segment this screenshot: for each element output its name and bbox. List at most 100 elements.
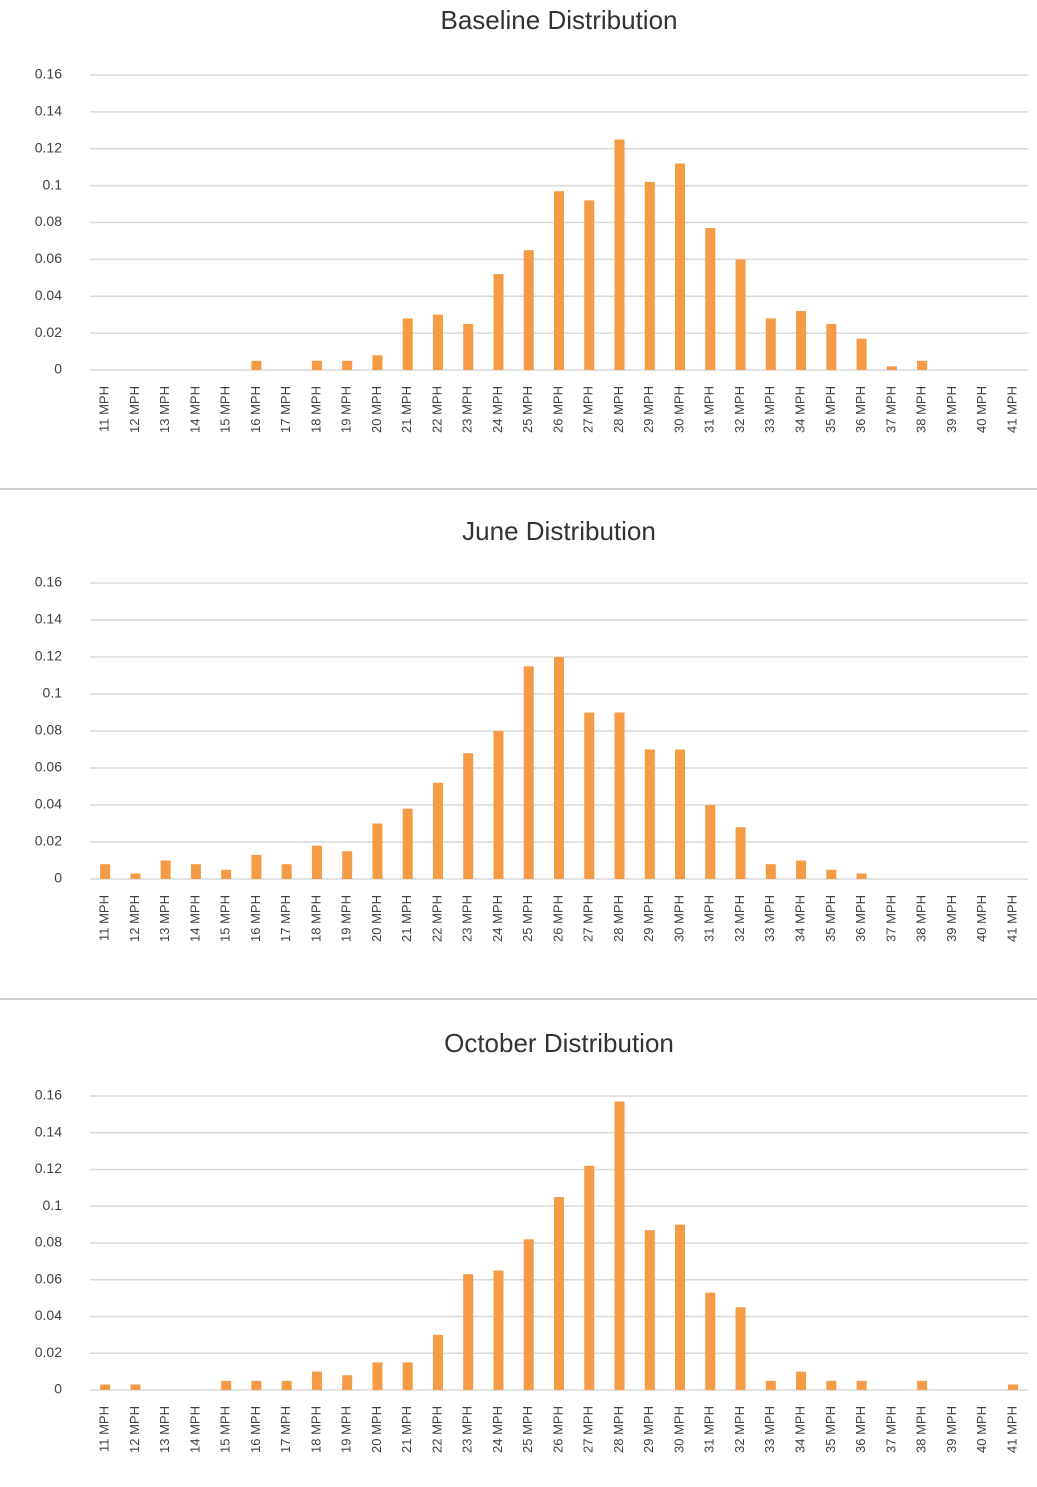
x-tick-label: 11 MPH bbox=[97, 386, 112, 432]
x-tick-label: 27 MPH bbox=[581, 386, 596, 433]
x-tick-label: 28 MPH bbox=[611, 895, 626, 942]
x-tick-label: 26 MPH bbox=[550, 1406, 565, 1453]
x-tick-label: 25 MPH bbox=[520, 1406, 535, 1453]
bar bbox=[826, 323, 837, 370]
bar bbox=[856, 1380, 867, 1390]
x-tick-label: 33 MPH bbox=[762, 1406, 777, 1453]
y-tick-label: 0.02 bbox=[35, 324, 62, 340]
bar bbox=[1007, 1384, 1018, 1390]
bar bbox=[281, 1380, 292, 1390]
bar bbox=[190, 864, 201, 879]
x-tick-label: 19 MPH bbox=[339, 895, 354, 942]
x-tick-label: 37 MPH bbox=[883, 895, 898, 942]
x-tick-label: 14 MPH bbox=[187, 386, 202, 433]
bar bbox=[675, 163, 686, 370]
bar bbox=[705, 1292, 716, 1390]
x-tick-label: 25 MPH bbox=[520, 895, 535, 942]
x-tick-label: 11 MPH bbox=[97, 1406, 112, 1452]
x-tick-label: 40 MPH bbox=[974, 1406, 989, 1453]
bar bbox=[493, 274, 504, 370]
x-tick-label: 40 MPH bbox=[974, 895, 989, 942]
x-tick-label: 12 MPH bbox=[127, 1406, 142, 1453]
x-tick-label: 32 MPH bbox=[732, 1406, 747, 1453]
x-tick-label: 27 MPH bbox=[581, 1406, 596, 1453]
bar bbox=[493, 731, 504, 879]
bar bbox=[523, 1239, 534, 1390]
bar bbox=[856, 338, 867, 370]
x-tick-label: 30 MPH bbox=[671, 1406, 686, 1453]
bar bbox=[402, 1362, 413, 1390]
y-tick-label: 0.04 bbox=[35, 796, 62, 812]
x-tick-label: 12 MPH bbox=[127, 386, 142, 433]
bar bbox=[584, 712, 595, 879]
y-tick-label: 0 bbox=[54, 870, 62, 886]
y-tick-label: 0.1 bbox=[43, 685, 63, 701]
bar bbox=[735, 1307, 746, 1390]
bar bbox=[281, 864, 292, 879]
bar bbox=[584, 200, 595, 370]
x-tick-label: 15 MPH bbox=[218, 386, 233, 433]
bar bbox=[342, 851, 353, 879]
x-tick-label: 16 MPH bbox=[248, 1406, 263, 1453]
bar bbox=[796, 311, 807, 370]
bar bbox=[130, 1384, 141, 1390]
bar bbox=[554, 1197, 564, 1390]
x-tick-label: 18 MPH bbox=[308, 895, 323, 942]
bar bbox=[826, 1380, 837, 1390]
bar bbox=[584, 1165, 595, 1390]
bar bbox=[917, 360, 928, 370]
x-tick-label: 16 MPH bbox=[248, 386, 263, 433]
x-tick-label: 14 MPH bbox=[187, 1406, 202, 1453]
bar bbox=[221, 1380, 232, 1390]
x-tick-label: 24 MPH bbox=[490, 1406, 505, 1453]
x-tick-label: 11 MPH bbox=[97, 895, 112, 941]
x-tick-label: 34 MPH bbox=[793, 386, 808, 433]
bar bbox=[705, 228, 716, 370]
x-tick-label: 34 MPH bbox=[793, 895, 808, 942]
x-tick-label: 23 MPH bbox=[460, 1406, 475, 1453]
x-tick-label: 23 MPH bbox=[460, 895, 475, 942]
bar bbox=[463, 1274, 474, 1390]
x-tick-label: 22 MPH bbox=[429, 386, 444, 433]
x-tick-label: 41 MPH bbox=[1004, 1406, 1019, 1453]
y-tick-label: 0.1 bbox=[43, 176, 63, 192]
x-tick-label: 33 MPH bbox=[762, 386, 777, 433]
bar bbox=[311, 845, 322, 879]
x-tick-label: 22 MPH bbox=[429, 1406, 444, 1453]
bar bbox=[493, 1270, 504, 1390]
x-tick-label: 31 MPH bbox=[702, 895, 717, 942]
x-tick-label: 18 MPH bbox=[308, 1406, 323, 1453]
x-tick-label: 19 MPH bbox=[339, 1406, 354, 1453]
x-tick-label: 24 MPH bbox=[490, 895, 505, 942]
y-tick-label: 0.16 bbox=[35, 66, 62, 82]
y-tick-label: 0.12 bbox=[35, 648, 62, 664]
bar bbox=[402, 808, 413, 879]
bar bbox=[735, 827, 746, 879]
x-tick-label: 39 MPH bbox=[944, 895, 959, 942]
bar bbox=[735, 259, 746, 370]
bar bbox=[614, 712, 625, 879]
bar bbox=[796, 860, 807, 879]
x-tick-label: 32 MPH bbox=[732, 386, 747, 433]
y-tick-label: 0.1 bbox=[43, 1197, 63, 1213]
x-tick-label: 15 MPH bbox=[218, 895, 233, 942]
x-tick-label: 31 MPH bbox=[702, 386, 717, 433]
chart-title: October Distribution bbox=[444, 1028, 674, 1058]
bar bbox=[432, 782, 443, 879]
bar bbox=[432, 1334, 443, 1390]
y-tick-label: 0.08 bbox=[35, 722, 62, 738]
bar bbox=[432, 314, 443, 370]
x-tick-label: 20 MPH bbox=[369, 1406, 384, 1453]
x-tick-label: 36 MPH bbox=[853, 386, 868, 433]
bar bbox=[856, 873, 867, 879]
bar bbox=[826, 869, 837, 879]
x-tick-label: 35 MPH bbox=[823, 895, 838, 942]
x-tick-label: 20 MPH bbox=[369, 895, 384, 942]
bar bbox=[765, 864, 776, 879]
bar bbox=[251, 854, 262, 879]
bar bbox=[221, 869, 232, 879]
bar bbox=[372, 355, 383, 370]
x-tick-label: 17 MPH bbox=[278, 895, 293, 942]
bar bbox=[523, 250, 534, 370]
x-tick-label: 35 MPH bbox=[823, 1406, 838, 1453]
